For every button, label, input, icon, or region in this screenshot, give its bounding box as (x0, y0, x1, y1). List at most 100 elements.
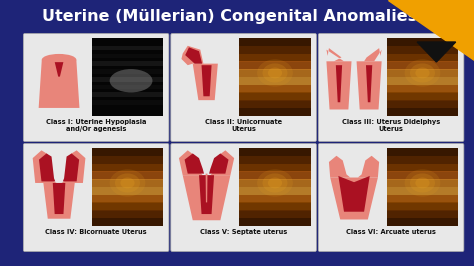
Bar (92, 92, 163, 97)
Text: Class VI: Arcuate uterus: Class VI: Arcuate uterus (346, 229, 436, 235)
Polygon shape (179, 150, 203, 175)
Polygon shape (206, 174, 208, 202)
Bar (239, 171, 310, 180)
Bar (387, 38, 458, 116)
Bar (92, 77, 163, 81)
Bar (239, 187, 310, 195)
Bar (387, 108, 458, 116)
Bar (239, 148, 310, 156)
Bar (92, 46, 163, 51)
Bar (387, 148, 458, 156)
Bar (92, 171, 163, 180)
Bar (239, 195, 310, 203)
Polygon shape (193, 64, 218, 100)
Bar (387, 202, 458, 211)
Bar (239, 77, 310, 85)
Polygon shape (184, 153, 204, 174)
Bar (387, 195, 458, 203)
Polygon shape (327, 48, 344, 61)
Ellipse shape (263, 173, 287, 193)
Polygon shape (366, 65, 372, 102)
Bar (387, 148, 458, 226)
Polygon shape (330, 177, 378, 219)
Bar (387, 164, 458, 172)
Polygon shape (209, 153, 228, 174)
Ellipse shape (263, 64, 287, 82)
Polygon shape (338, 176, 370, 212)
Text: Class III: Uterus Didelphys
Uterus: Class III: Uterus Didelphys Uterus (342, 119, 440, 132)
Bar (387, 218, 458, 226)
Ellipse shape (415, 177, 429, 188)
Bar (387, 77, 458, 85)
Polygon shape (201, 65, 211, 96)
Bar (92, 210, 163, 218)
Polygon shape (185, 47, 202, 64)
Bar (239, 179, 310, 187)
FancyBboxPatch shape (171, 34, 316, 142)
Polygon shape (327, 61, 352, 110)
Bar (387, 69, 458, 77)
Polygon shape (358, 156, 379, 177)
Text: Uterine (Müllerian) Congenital Anomalies: Uterine (Müllerian) Congenital Anomalies (42, 10, 417, 24)
Bar (92, 53, 163, 58)
Ellipse shape (109, 69, 153, 92)
Bar (92, 202, 163, 211)
Bar (239, 69, 310, 77)
Bar (92, 61, 163, 66)
Ellipse shape (410, 64, 435, 82)
Bar (92, 156, 163, 164)
Polygon shape (388, 0, 474, 60)
Bar (387, 46, 458, 54)
Polygon shape (182, 46, 203, 65)
FancyBboxPatch shape (23, 143, 169, 251)
Polygon shape (336, 65, 342, 102)
Bar (239, 148, 310, 226)
Polygon shape (329, 156, 350, 177)
Bar (239, 53, 310, 62)
Bar (239, 38, 310, 46)
Bar (92, 195, 163, 203)
Text: Class IV: Bicornuate Uterus: Class IV: Bicornuate Uterus (46, 229, 147, 235)
Bar (239, 85, 310, 93)
Polygon shape (33, 150, 56, 183)
FancyBboxPatch shape (319, 34, 464, 142)
Ellipse shape (120, 177, 135, 188)
Bar (387, 179, 458, 187)
Ellipse shape (257, 59, 293, 86)
Bar (387, 53, 458, 62)
Polygon shape (53, 183, 65, 214)
Bar (387, 171, 458, 180)
Bar (239, 38, 310, 116)
Polygon shape (62, 150, 85, 183)
Polygon shape (55, 62, 64, 77)
Bar (239, 100, 310, 109)
Polygon shape (199, 175, 214, 214)
Polygon shape (43, 183, 75, 219)
FancyBboxPatch shape (23, 34, 169, 142)
Bar (92, 148, 163, 156)
Ellipse shape (115, 173, 140, 193)
Bar (387, 61, 458, 70)
Ellipse shape (109, 169, 146, 197)
Bar (239, 164, 310, 172)
Text: Class II: Unicornuate
Uterus: Class II: Unicornuate Uterus (205, 119, 282, 132)
Ellipse shape (405, 59, 440, 86)
Bar (239, 202, 310, 211)
Text: Class V: Septate uterus: Class V: Septate uterus (200, 229, 287, 235)
Bar (239, 218, 310, 226)
Bar (387, 210, 458, 218)
Bar (92, 85, 163, 89)
Bar (387, 38, 458, 46)
Bar (92, 187, 163, 195)
Bar (387, 100, 458, 109)
Bar (92, 69, 163, 74)
Polygon shape (182, 175, 230, 220)
Bar (239, 108, 310, 116)
Bar (239, 46, 310, 54)
Bar (92, 100, 163, 105)
Ellipse shape (415, 68, 429, 78)
Bar (92, 164, 163, 172)
Ellipse shape (410, 173, 435, 193)
Ellipse shape (42, 54, 76, 66)
Bar (92, 38, 163, 116)
